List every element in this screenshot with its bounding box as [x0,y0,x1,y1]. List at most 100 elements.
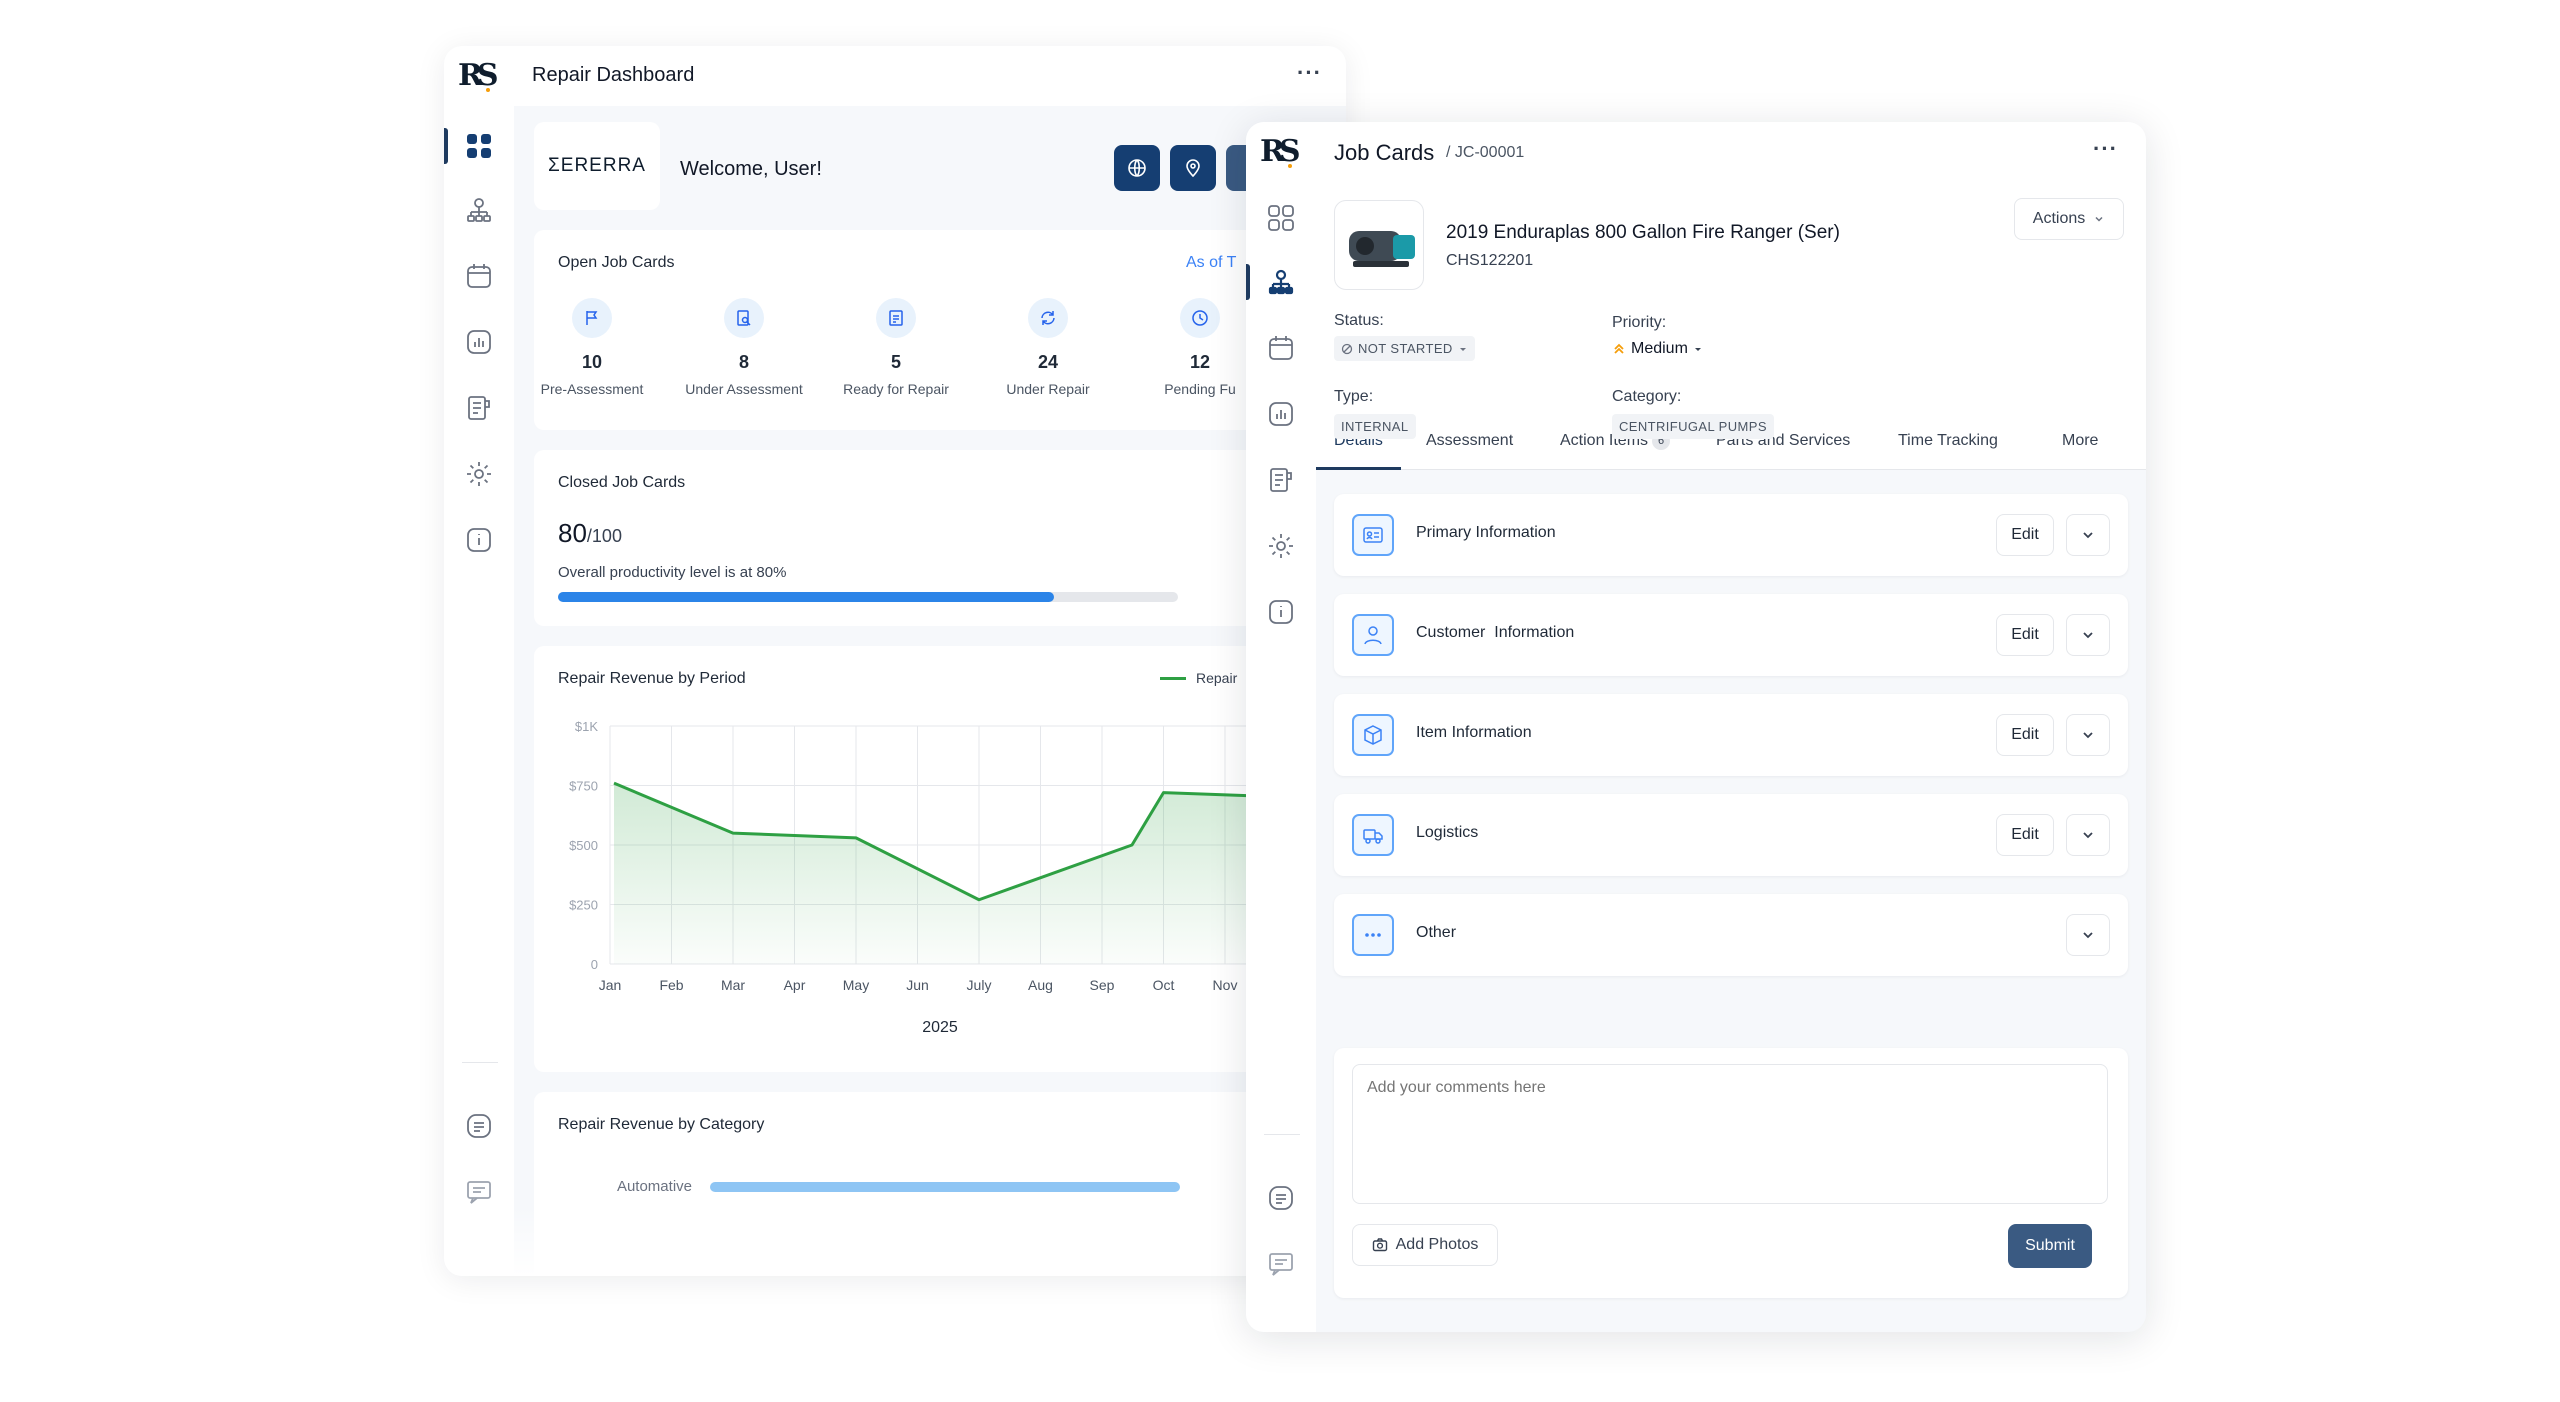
series-area [614,783,1346,964]
x-tick-label: Sep [1090,977,1115,993]
location-button[interactable] [1170,145,1216,191]
stat-under-repair[interactable]: 24 Under Repair [978,298,1118,397]
reports-icon[interactable] [463,326,495,358]
expand-button[interactable] [2066,514,2110,556]
chevron-down-icon [2095,216,2103,222]
dashboard-grid-icon[interactable] [1265,202,1297,234]
legend-label: Repair [1196,670,1238,686]
globe-button[interactable] [1114,145,1160,191]
stat-pre-assessment[interactable]: 10 Pre-Assessment [522,298,662,397]
x-tick-label: May [843,977,869,993]
series-line-repair [613,781,1346,902]
rs-logo: RS [1260,134,1301,169]
jobcard-header: Job Cards / JC-00001 ··· 2019 Enduraplas… [1316,122,2146,470]
notes-icon[interactable] [463,1110,495,1142]
settings-gear-icon[interactable] [1265,530,1297,562]
category-chip: CENTRIFUGAL PUMPS [1612,414,1774,439]
open-job-cards-title: Open Job Cards [558,254,675,271]
documents-icon[interactable] [1265,464,1297,496]
info-icon[interactable] [463,524,495,556]
x-tick-label: July [967,977,992,993]
section-other[interactable]: Other [1334,894,2128,976]
expand-button[interactable] [2066,914,2110,956]
closed-value: 80 [558,518,587,548]
section-item-information[interactable]: Item Information Edit [1334,694,2128,776]
caret-down-icon [1694,348,1701,351]
stat-label: Pending Fu [1164,381,1236,397]
nav-active-indicator [444,128,448,164]
comment-input[interactable] [1352,1064,2108,1204]
section-title: Customer Information [1416,624,1575,641]
stat-under-assessment[interactable]: 8 Under Assessment [674,298,814,397]
tab-more[interactable]: More [2062,432,2099,449]
stat-label: Under Assessment [685,381,803,397]
section-title: Item Information [1416,724,1532,741]
section-primary-information[interactable]: Primary Information Edit [1334,494,2128,576]
dashboard-topbar: Repair Dashboard ··· [514,46,1346,106]
section-logistics[interactable]: Logistics Edit [1334,794,2128,876]
stat-ready-for-repair[interactable]: 5 Ready for Repair [826,298,966,397]
status-dropdown[interactable]: NOT STARTED [1334,336,1475,361]
dashboard-sidebar: RS [444,46,514,1276]
more-options-icon[interactable]: ··· [2093,136,2118,161]
y-tick-label: $1K [575,719,598,734]
calendar-icon[interactable] [463,260,495,292]
tab-assessment[interactable]: Assessment [1426,432,1514,449]
edit-button[interactable]: Edit [1996,614,2054,656]
priority-dropdown[interactable]: Medium [1612,340,1703,358]
expand-button[interactable] [2066,814,2110,856]
reports-icon[interactable] [1265,398,1297,430]
add-photos-label: Add Photos [1395,1236,1479,1253]
expand-button[interactable] [2066,614,2110,656]
section-customer-information[interactable]: Customer Information Edit [1334,594,2128,676]
x-tick-label: Oct [1153,977,1175,993]
truck-icon [1352,814,1394,856]
breadcrumb[interactable]: / JC-00001 [1446,144,1525,161]
info-icon[interactable] [1265,596,1297,628]
user-icon [1352,614,1394,656]
notes-icon[interactable] [1265,1182,1297,1214]
dashboard-grid-icon[interactable] [463,130,495,162]
calendar-icon[interactable] [1265,332,1297,364]
chat-icon[interactable] [463,1176,495,1208]
chat-icon[interactable] [1265,1248,1297,1280]
more-options-icon[interactable]: ··· [1297,60,1322,85]
sidebar-divider [462,1062,498,1063]
edit-button[interactable]: Edit [1996,814,2054,856]
type-chip: INTERNAL [1334,414,1416,439]
product-name: 2019 Enduraplas 800 Gallon Fire Ranger (… [1446,222,1840,243]
id-card-icon [1352,514,1394,556]
company-logo: ƩERERRA [534,122,660,210]
status-value: NOT STARTED [1358,341,1453,356]
caret-down-icon [1459,347,1466,351]
org-chart-icon[interactable] [1265,266,1297,298]
documents-icon[interactable] [463,392,495,424]
stat-pending[interactable]: 12 Pending Fu [1130,298,1270,397]
not-started-icon [1341,343,1353,354]
clock-icon [1192,310,1208,326]
actions-button[interactable]: Actions [2014,198,2124,240]
sidebar-divider [1264,1134,1300,1135]
submit-button[interactable]: Submit [2008,1224,2092,1268]
revenue-period-title: Repair Revenue by Period [558,670,746,687]
welcome-message: Welcome, User! [680,158,822,180]
expand-button[interactable] [2066,714,2110,756]
page-title: Repair Dashboard [532,64,695,86]
edit-button[interactable]: Edit [1996,514,2054,556]
org-chart-icon[interactable] [463,194,495,226]
add-photos-button[interactable]: Add Photos [1352,1224,1498,1266]
x-tick-label: Feb [659,977,683,993]
productivity-caption: Overall productivity level is at 80% [558,564,787,581]
closed-total: /100 [586,526,622,546]
stat-value: 12 [1189,352,1211,372]
chart-legend: Repair [1160,670,1237,686]
job-cards-window: RS Job Cards / JC-0000 [1246,122,2146,1332]
stat-value: 10 [581,352,603,372]
settings-gear-icon[interactable] [463,458,495,490]
tab-time-tracking[interactable]: Time Tracking [1898,432,1998,449]
edit-button[interactable]: Edit [1996,714,2054,756]
clipboard-icon [889,310,903,326]
productivity-progress-fill [558,592,1054,602]
nav-active-indicator [1246,264,1250,300]
x-tick-label: Nov [1213,977,1238,993]
